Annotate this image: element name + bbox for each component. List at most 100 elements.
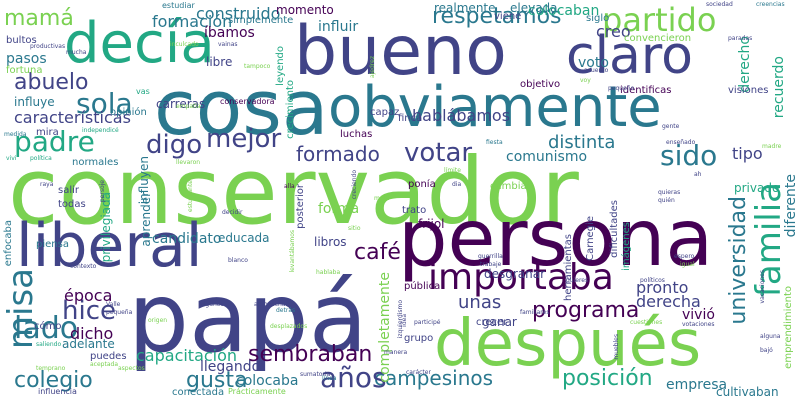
word-conservadora: conservadora bbox=[220, 97, 275, 106]
word-caracter: carácter bbox=[406, 369, 431, 376]
word-hablaba: hablaba bbox=[316, 269, 341, 276]
word-decidir: decidir bbox=[222, 209, 243, 216]
word-bajo: bajó bbox=[760, 347, 773, 354]
word-politicos: políticos bbox=[640, 277, 665, 284]
word-empresa: empresa bbox=[666, 377, 728, 393]
word-lado: lado bbox=[14, 311, 79, 346]
word-capacitacion: capacitación bbox=[136, 346, 238, 365]
word-gente: gente bbox=[662, 123, 680, 130]
word-tampoco: tampoco bbox=[244, 63, 271, 70]
word-estudiante: estudiante bbox=[187, 180, 194, 212]
word-libre: libre bbox=[206, 55, 233, 69]
word-ponia: ponía bbox=[408, 179, 436, 190]
word-papa: papá bbox=[128, 262, 368, 374]
word-raya: raya bbox=[40, 181, 54, 188]
word-finca: finca bbox=[398, 113, 423, 124]
word-convencieron: convencieron bbox=[624, 33, 692, 44]
word-completamente: completamente bbox=[377, 272, 393, 383]
word-alguna: alguna bbox=[760, 333, 781, 340]
word-dia: dia bbox=[452, 181, 462, 188]
word-mucha: mucha bbox=[66, 49, 87, 56]
word-linea: línea bbox=[322, 375, 337, 382]
word-pasos: pasos bbox=[6, 51, 47, 67]
word-algunos: algunos bbox=[200, 301, 224, 308]
word-posicion: posición bbox=[562, 366, 653, 391]
word-misa: misa bbox=[1, 268, 41, 350]
word-momento: momento bbox=[276, 3, 334, 17]
word-importaba: importaba bbox=[428, 257, 614, 298]
word-partido: partido bbox=[602, 1, 717, 39]
word-voy: voy bbox=[580, 77, 591, 84]
word-dificultades: dificultades bbox=[609, 200, 620, 258]
word-sitio: sitio bbox=[348, 225, 361, 232]
word-sola: sola bbox=[76, 87, 133, 120]
word-libros: libros bbox=[314, 235, 347, 249]
word-privado: privado bbox=[734, 181, 780, 195]
word-influir: influir bbox=[318, 19, 359, 35]
word-limite: límite bbox=[444, 167, 461, 174]
word-independice: independicé bbox=[82, 127, 119, 134]
word-vivi: vivi bbox=[6, 155, 17, 162]
word-familia: familia bbox=[749, 182, 789, 298]
word-campesinos: campesinos bbox=[374, 366, 494, 390]
word-todas: todas bbox=[58, 199, 86, 210]
word-ensenado: enseñado bbox=[666, 139, 696, 146]
word-adelante: adelante bbox=[62, 337, 115, 351]
word-influencia: influencia bbox=[38, 387, 77, 396]
word-detras: detrás bbox=[276, 307, 296, 314]
word-persoje: persoje bbox=[99, 180, 106, 203]
word-construido: construido bbox=[196, 4, 281, 23]
word-luchas: luchas bbox=[340, 129, 373, 140]
word-trabaje: trabaje bbox=[480, 261, 502, 268]
word-aprovecharse: aprovecharse bbox=[254, 301, 295, 308]
word-inculcado: inculcado bbox=[170, 41, 199, 48]
word-carnegie: Carnegie bbox=[585, 216, 596, 261]
word-saliendo: saliendo bbox=[36, 341, 62, 348]
word-votaciones: votaciones bbox=[682, 321, 715, 328]
word-empatia: empatía bbox=[176, 103, 201, 110]
word-dicho: dicho bbox=[70, 324, 114, 343]
word-abuelo: abuelo bbox=[14, 70, 89, 95]
word-elevada: elevada bbox=[510, 1, 558, 15]
word-quien: quién bbox=[658, 197, 675, 204]
word-creencias: creencias bbox=[756, 1, 785, 8]
word-llegando: llegando bbox=[200, 359, 261, 375]
word-claro: claro bbox=[566, 26, 693, 86]
word-pequeno: pequeño bbox=[608, 85, 635, 92]
word-quieras: quieras bbox=[658, 189, 681, 196]
word-practicamente: Prácticamente bbox=[228, 387, 286, 396]
word-obviamente: obviamente bbox=[328, 75, 662, 140]
word-normales: normales bbox=[72, 157, 119, 168]
word-madre: madre bbox=[762, 143, 782, 150]
word-mejor: mejor bbox=[206, 124, 282, 154]
word-hablabamos: hablábamos bbox=[412, 106, 511, 125]
word-colocaba: colocaba bbox=[236, 373, 299, 389]
word-mira: mira bbox=[36, 127, 59, 138]
word-crecer: crecer bbox=[476, 317, 508, 328]
word-estudiar: estudiar bbox=[162, 1, 195, 10]
word-herramientas: herramientas bbox=[563, 234, 574, 301]
word-valle: Valle bbox=[106, 301, 121, 308]
word-sido: sido bbox=[660, 139, 718, 172]
word-viene: viene bbox=[494, 11, 522, 22]
word-origen: origen bbox=[148, 317, 168, 324]
word-productivas: productivas bbox=[30, 43, 66, 50]
word-sembraban: sembraban bbox=[248, 342, 373, 367]
word-anos: años bbox=[320, 361, 387, 394]
word-recuerdo: recuerdo bbox=[771, 56, 787, 119]
word-llevaron: llevaron bbox=[176, 159, 201, 166]
word-respetamos: respetamos bbox=[432, 4, 562, 29]
word-espero: espero bbox=[674, 253, 695, 260]
word-formado: formado bbox=[296, 142, 380, 166]
word-quieres: quieres bbox=[566, 277, 589, 284]
word-hice: hice bbox=[62, 296, 116, 326]
word-liberal: liberal bbox=[16, 211, 203, 281]
word-cultivaban: cultivaban bbox=[716, 385, 779, 399]
word-igual: igual bbox=[680, 261, 695, 268]
word-aprender: aprender bbox=[139, 192, 153, 247]
word-sociedad: sociedad bbox=[706, 1, 733, 8]
word-familiares: familiares bbox=[520, 309, 550, 316]
word-enfocaba: enfocaba bbox=[3, 220, 14, 267]
word-vas: vas bbox=[136, 87, 150, 96]
